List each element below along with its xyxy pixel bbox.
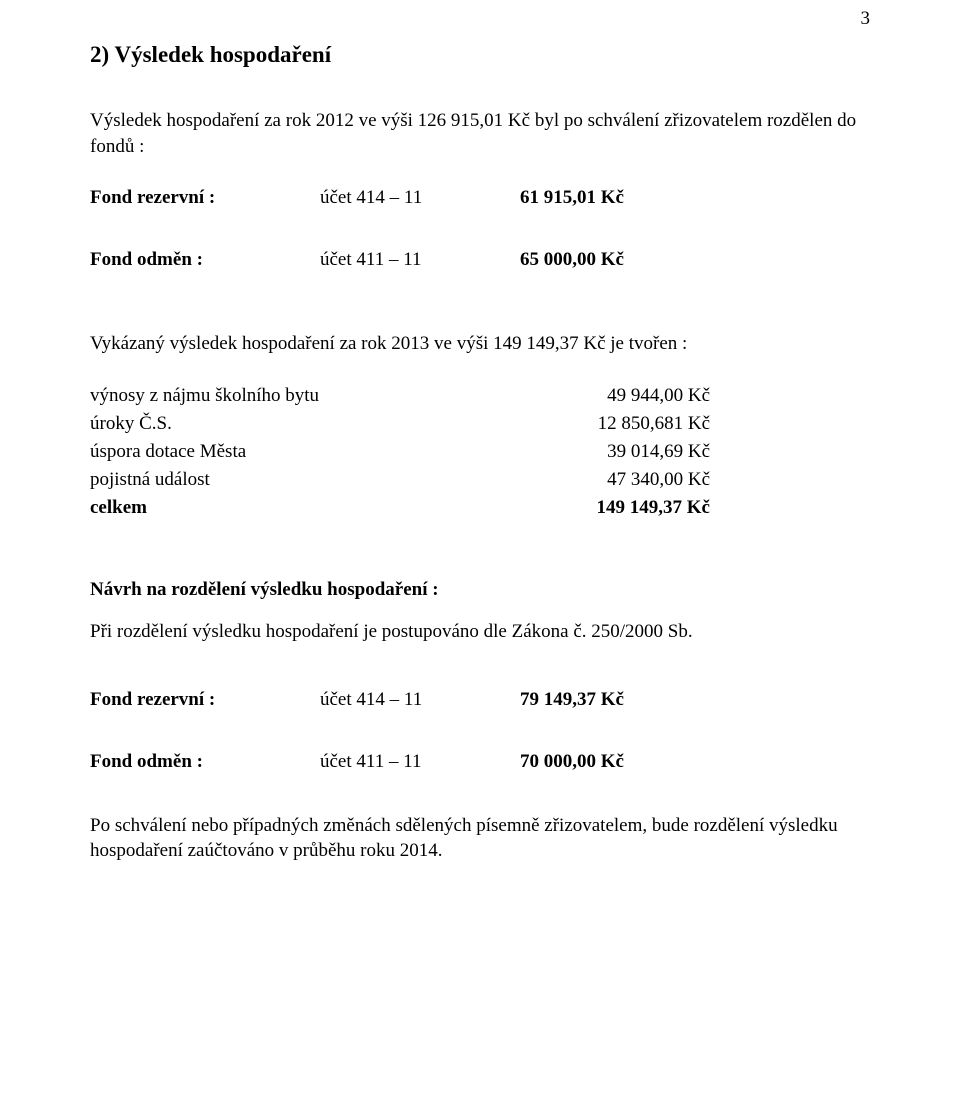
intro-paragraph: Výsledek hospodaření za rok 2012 ve výši… (90, 108, 870, 159)
fund-reward-label-2: Fond odměn : (90, 751, 320, 773)
fund-reserve-row-1: Fond rezervní : účet 414 – 11 61 915,01 … (90, 187, 870, 209)
fund-reserve-amount-1: 61 915,01 Kč (520, 187, 624, 209)
fund-reward-amount-2: 70 000,00 Kč (520, 751, 624, 773)
closing-paragraph: Po schválení nebo případných změnách sdě… (90, 813, 870, 864)
fund-reward-row-2: Fond odměn : účet 411 – 11 70 000,00 Kč (90, 751, 870, 773)
fund-reward-account-2: účet 411 – 11 (320, 751, 520, 773)
row-label: úspora dotace Města (90, 441, 490, 463)
row-label: celkem (90, 497, 490, 519)
fund-reward-row-1: Fond odměn : účet 411 – 11 65 000,00 Kč (90, 249, 870, 271)
row-label: pojistná událost (90, 469, 490, 491)
row-value: 39 014,69 Kč (490, 441, 710, 463)
row-value: 12 850,681 Kč (490, 413, 710, 435)
fund-reserve-row-2: Fond rezervní : účet 414 – 11 79 149,37 … (90, 689, 870, 711)
breakdown-table: výnosy z nájmu školního bytu 49 944,00 K… (90, 385, 870, 519)
table-row: výnosy z nájmu školního bytu 49 944,00 K… (90, 385, 870, 407)
row-label: výnosy z nájmu školního bytu (90, 385, 490, 407)
proposal-paragraph: Při rozdělení výsledku hospodaření je po… (90, 619, 870, 645)
fund-reward-account-1: účet 411 – 11 (320, 249, 520, 271)
table-row-total: celkem 149 149,37 Kč (90, 497, 870, 519)
table-row: úspora dotace Města 39 014,69 Kč (90, 441, 870, 463)
proposal-heading: Návrh na rozdělení výsledku hospodaření … (90, 579, 870, 601)
fund-reserve-account-2: účet 414 – 11 (320, 689, 520, 711)
fund-reserve-account-1: účet 414 – 11 (320, 187, 520, 209)
fund-reserve-label-1: Fond rezervní : (90, 187, 320, 209)
row-value: 49 944,00 Kč (490, 385, 710, 407)
fund-reserve-amount-2: 79 149,37 Kč (520, 689, 624, 711)
reported-paragraph: Vykázaný výsledek hospodaření za rok 201… (90, 331, 870, 357)
row-value: 47 340,00 Kč (490, 469, 710, 491)
row-value: 149 149,37 Kč (490, 497, 710, 519)
fund-reserve-label-2: Fond rezervní : (90, 689, 320, 711)
page-container: 3 2) Výsledek hospodaření Výsledek hospo… (0, 0, 960, 914)
page-number: 3 (861, 8, 871, 30)
table-row: pojistná událost 47 340,00 Kč (90, 469, 870, 491)
section-title: 2) Výsledek hospodaření (90, 42, 870, 68)
fund-reward-amount-1: 65 000,00 Kč (520, 249, 624, 271)
table-row: úroky Č.S. 12 850,681 Kč (90, 413, 870, 435)
row-label: úroky Č.S. (90, 413, 490, 435)
fund-reward-label-1: Fond odměn : (90, 249, 320, 271)
